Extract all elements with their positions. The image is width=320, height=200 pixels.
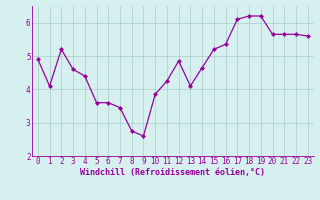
X-axis label: Windchill (Refroidissement éolien,°C): Windchill (Refroidissement éolien,°C) [80, 168, 265, 177]
